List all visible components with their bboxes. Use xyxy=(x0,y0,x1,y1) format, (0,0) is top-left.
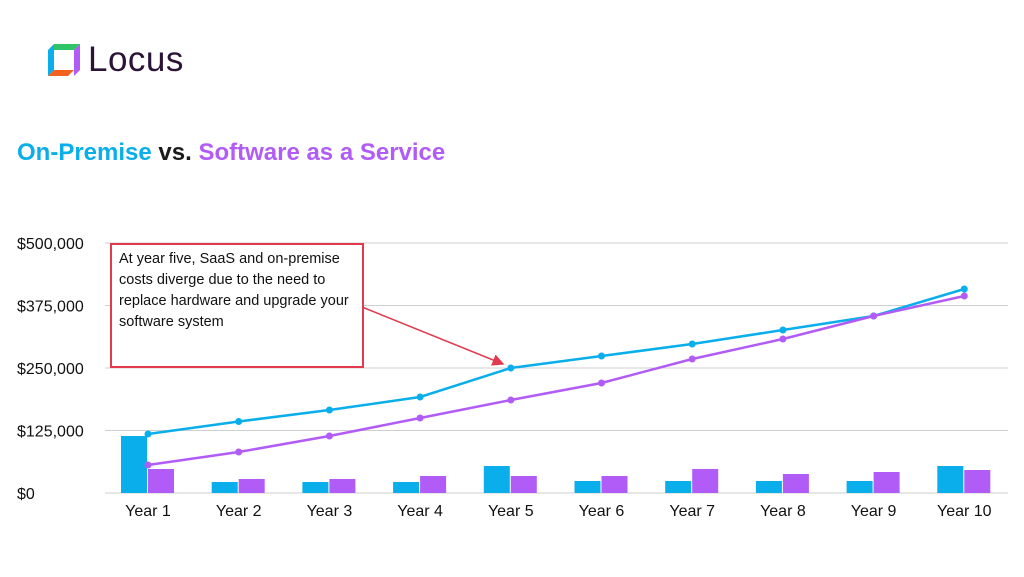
logo-text: Locus xyxy=(88,40,184,79)
on-premise-bar xyxy=(937,466,964,493)
on-premise-point xyxy=(688,340,696,348)
saas-point xyxy=(779,335,787,343)
saas-bar xyxy=(238,479,265,493)
saas-bar xyxy=(964,470,991,493)
x-tick-label: Year 4 xyxy=(397,503,443,520)
saas-point xyxy=(870,312,878,320)
annotation-arrow xyxy=(361,306,505,366)
title-vs: vs. xyxy=(158,139,192,166)
locus-logo-icon xyxy=(48,44,80,76)
saas-bar xyxy=(692,469,719,493)
on-premise-point xyxy=(325,406,333,414)
saas-line xyxy=(147,294,965,467)
y-tick-label: $500,000 xyxy=(17,236,84,253)
saas-point xyxy=(688,355,696,363)
saas-point xyxy=(507,396,515,404)
on-premise-bar xyxy=(483,466,510,493)
x-tick-label: Year 5 xyxy=(488,503,534,520)
on-premise-bar xyxy=(846,481,873,493)
on-premise-bar xyxy=(211,482,238,493)
on-premise-point xyxy=(235,418,243,425)
y-tick-label: $250,000 xyxy=(17,361,84,378)
on-premise-bar xyxy=(393,482,420,493)
on-premise-bar xyxy=(755,481,782,493)
chart-title: On-Premise vs. Software as a Service xyxy=(17,139,445,167)
saas-point xyxy=(960,292,968,300)
annotation-box: At year five, SaaS and on-premise costs … xyxy=(110,243,364,368)
saas-point xyxy=(325,432,333,440)
saas-bar xyxy=(873,472,900,493)
saas-bar xyxy=(601,476,628,493)
y-tick-label: $0 xyxy=(17,486,35,503)
x-tick-label: Year 3 xyxy=(307,503,353,520)
saas-bar xyxy=(148,469,174,493)
on-premise-point xyxy=(144,430,152,438)
x-tick-label: Year 9 xyxy=(851,503,897,520)
x-tick-label: Year 6 xyxy=(579,503,625,520)
on-premise-line xyxy=(147,287,965,436)
on-premise-point xyxy=(507,364,515,372)
saas-point xyxy=(235,448,243,456)
title-saas: Software as a Service xyxy=(198,139,446,166)
x-tick-label: Year 2 xyxy=(216,503,262,520)
x-tick-label: Year 1 xyxy=(125,503,171,520)
saas-point xyxy=(598,379,605,387)
saas-bar xyxy=(420,476,447,493)
x-tick-label: Year 7 xyxy=(669,503,715,520)
y-tick-label: $375,000 xyxy=(17,299,84,316)
saas-bar xyxy=(510,476,537,493)
title-on-premise: On-Premise xyxy=(17,139,152,166)
on-premise-point xyxy=(598,352,605,360)
on-premise-bar xyxy=(665,481,692,493)
saas-bar xyxy=(329,479,356,493)
x-tick-label: Year 10 xyxy=(937,503,992,520)
on-premise-bar xyxy=(121,436,147,493)
saas-point xyxy=(416,414,424,422)
saas-bar xyxy=(782,474,809,493)
on-premise-bar xyxy=(302,482,329,493)
logo: Locus xyxy=(46,40,184,80)
x-tick-label: Year 8 xyxy=(760,503,806,520)
y-tick-label: $125,000 xyxy=(17,424,84,441)
on-premise-point xyxy=(960,285,968,293)
on-premise-point xyxy=(416,393,424,401)
saas-point xyxy=(144,461,152,469)
on-premise-bar xyxy=(574,481,601,493)
on-premise-point xyxy=(779,326,787,334)
